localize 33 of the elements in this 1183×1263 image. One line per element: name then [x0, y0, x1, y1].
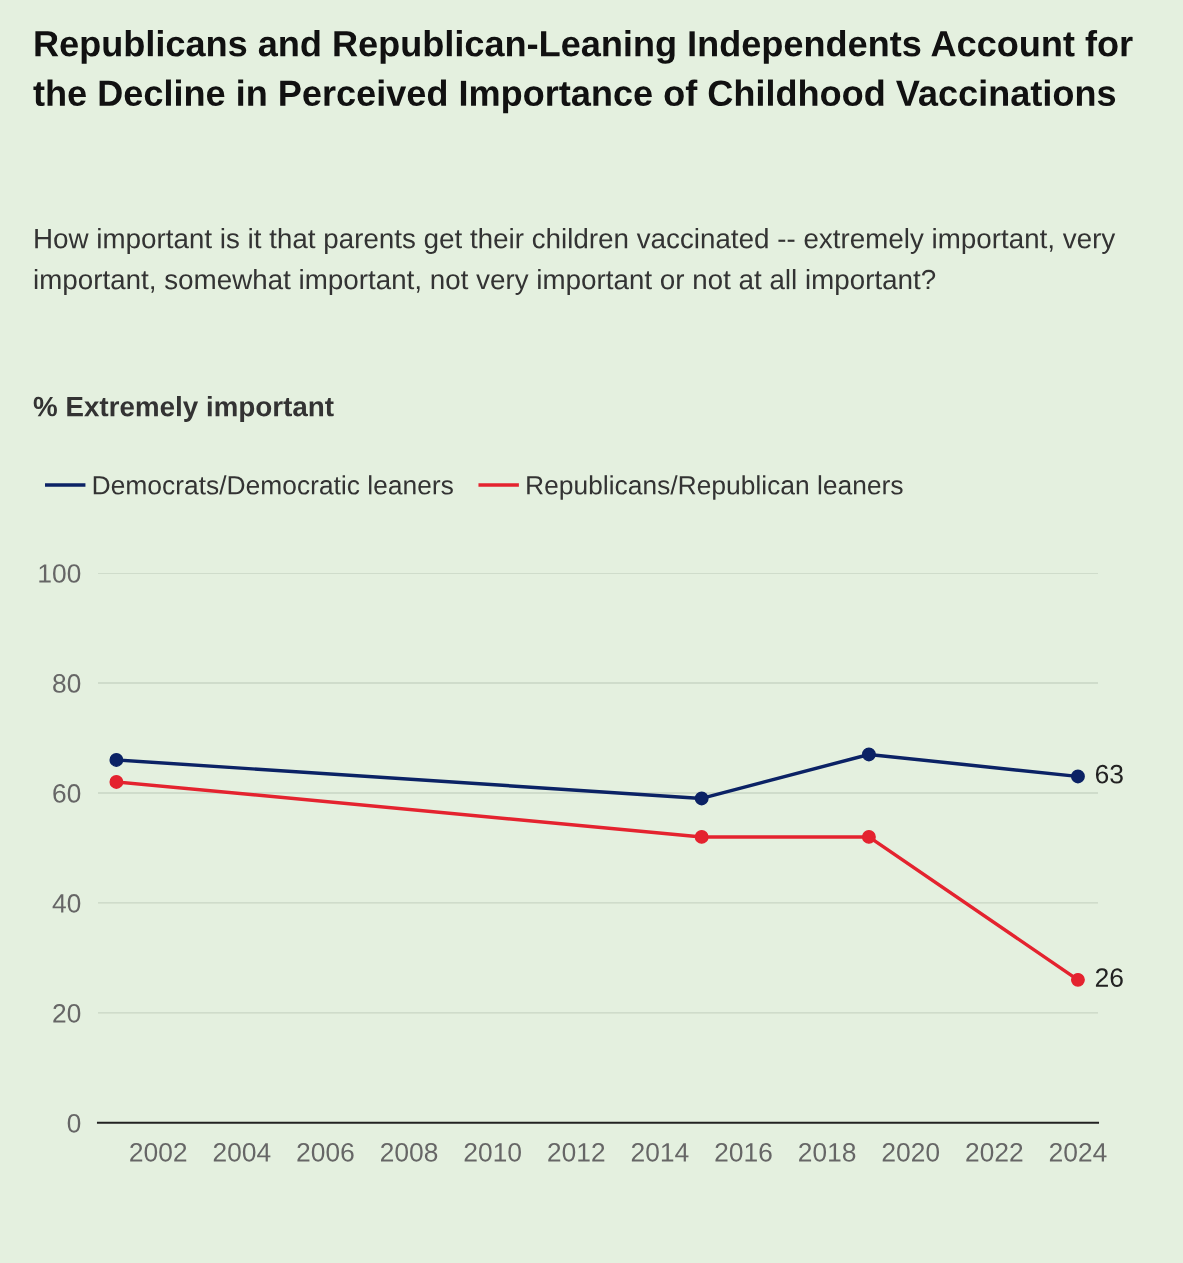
y-tick-label: 40 — [52, 894, 81, 913]
x-tick-label: 2020 — [882, 1142, 940, 1162]
chart-title: Republicans and Republican-Leaning Independents Account for the Decline in Perceived Importance of Childhood Vaccinations — [33, 30, 1133, 114]
point — [694, 791, 709, 806]
chart-subtitle: How important is it that parents get their children vaccinated -- extremely important, very important, somewhat important, not very important or not at all important? — [34, 228, 1116, 295]
point — [109, 774, 124, 789]
x-tick-label: 2002 — [130, 1142, 187, 1162]
point — [109, 753, 124, 767]
text: % Extremely important — [33, 396, 334, 422]
x-tick-label: 2006 — [297, 1142, 354, 1162]
point — [861, 747, 876, 762]
y-tick-label: 0 — [67, 1113, 81, 1133]
point — [1070, 972, 1085, 987]
y-tick-label: 100 — [39, 564, 81, 583]
x-tick-label: 2004 — [213, 1142, 271, 1162]
x-tick-label: 2018 — [799, 1142, 856, 1162]
legend-label: Republicans/Republican leaners — [527, 475, 903, 500]
point — [1070, 769, 1085, 784]
y-tick-label: 20 — [53, 1003, 81, 1023]
x-tick-label: 2010 — [464, 1142, 521, 1162]
point — [694, 829, 709, 844]
legend-label: Democrats/Democratic leaners — [93, 475, 453, 495]
x-tick-label: 2016 — [715, 1142, 772, 1162]
data-label: 26 — [1095, 968, 1123, 987]
x-tick-label: 2014 — [631, 1142, 689, 1162]
x-tick-label: 2022 — [966, 1142, 1023, 1162]
point — [861, 829, 876, 844]
y-tick-label: 60 — [53, 784, 81, 803]
x-tick-label: 2012 — [548, 1142, 605, 1162]
y-tick-label: 80 — [53, 674, 81, 693]
x-tick-label: 2024 — [1049, 1142, 1107, 1162]
x-tick-label: 2008 — [381, 1142, 438, 1162]
data-label: 63 — [1095, 764, 1123, 784]
